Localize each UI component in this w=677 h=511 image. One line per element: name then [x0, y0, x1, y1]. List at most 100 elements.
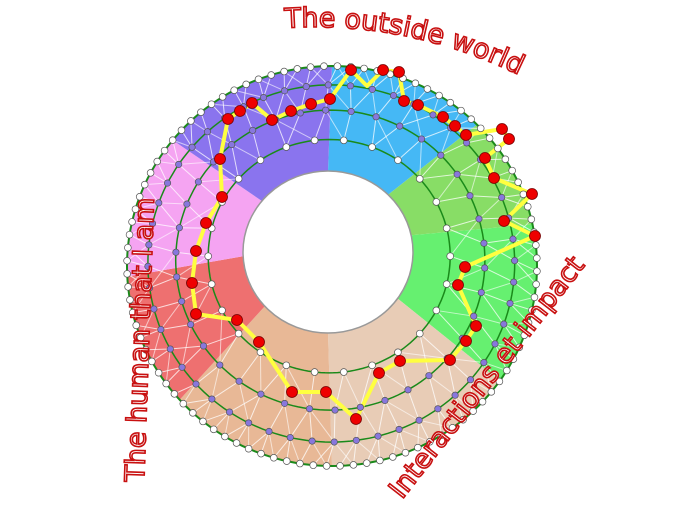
white-node	[310, 136, 319, 145]
mesh-edge	[203, 333, 239, 347]
mesh-edge	[219, 333, 240, 366]
white-node	[124, 283, 132, 291]
mesh-edge	[494, 343, 508, 371]
purple-node	[188, 143, 196, 151]
mesh-edge	[309, 408, 313, 442]
mesh-edge	[252, 130, 261, 161]
white-node	[136, 333, 145, 342]
mesh-edge	[419, 154, 442, 180]
purple-node	[510, 278, 518, 286]
mesh-edge	[508, 217, 532, 220]
white-node	[416, 175, 424, 183]
mesh-edge	[419, 173, 458, 180]
purple-node	[331, 406, 339, 414]
mesh-edge	[514, 244, 537, 262]
purple-node	[175, 160, 183, 168]
mesh-edge	[299, 440, 313, 464]
mesh-edge	[312, 441, 335, 466]
mesh-edge	[268, 403, 286, 432]
purple-node	[453, 170, 461, 178]
red-node	[200, 217, 212, 229]
mesh-edge	[483, 362, 500, 382]
purple-node	[157, 325, 165, 334]
white-node	[128, 308, 137, 317]
mesh-edge	[457, 173, 493, 179]
mesh-edge	[359, 365, 373, 408]
white-node	[154, 368, 163, 377]
mesh-edge	[144, 184, 160, 204]
mesh-edge	[397, 351, 448, 359]
mesh-edge	[229, 393, 262, 413]
mesh-edge	[170, 345, 204, 350]
white-node	[267, 71, 275, 79]
mesh-edge	[428, 375, 439, 409]
purple-node	[466, 192, 474, 200]
white-node	[414, 443, 422, 452]
mesh-edge	[148, 227, 180, 246]
mesh-edge	[469, 195, 502, 198]
purple-node	[280, 87, 289, 95]
red-node	[216, 191, 228, 203]
white-node	[126, 296, 134, 304]
purple-node	[437, 151, 445, 159]
mesh-edge	[310, 66, 329, 86]
mesh-edge	[149, 276, 177, 289]
red-node	[350, 413, 362, 425]
mesh-edge	[172, 140, 180, 165]
white-node	[528, 306, 536, 314]
mesh-edge	[147, 265, 177, 278]
mesh-edge	[377, 436, 381, 461]
mesh-edge	[213, 411, 230, 430]
path-nodes	[186, 64, 541, 425]
mesh-edge	[483, 362, 492, 392]
mesh-edge	[470, 379, 483, 402]
purple-node	[346, 82, 355, 90]
mesh-edge	[136, 324, 161, 330]
white-node	[187, 117, 195, 125]
mesh-edge	[437, 408, 442, 436]
red-node	[449, 120, 461, 132]
white-node	[524, 319, 533, 327]
mesh-edge	[399, 103, 415, 127]
red-node	[437, 111, 449, 123]
mesh-edge	[231, 144, 240, 179]
white-node	[242, 80, 250, 89]
mesh-edge	[275, 119, 315, 141]
mesh-edge	[283, 71, 307, 87]
mesh-edge	[393, 82, 416, 96]
purple-node	[286, 433, 294, 442]
sector-red	[127, 256, 265, 400]
white-node	[532, 241, 540, 249]
red-node	[373, 367, 385, 379]
mesh-edge	[470, 379, 474, 412]
sector-peach	[179, 306, 332, 466]
purple-node	[228, 141, 236, 149]
mesh-edge	[156, 161, 168, 184]
mesh-edge	[144, 182, 168, 186]
purple-node	[265, 427, 273, 436]
white-node	[520, 331, 529, 339]
white-node	[123, 270, 131, 278]
mesh-edge	[224, 422, 249, 437]
mesh-edge	[132, 287, 151, 313]
white-node	[128, 218, 136, 226]
mesh-edge	[371, 89, 377, 117]
purple-node	[511, 257, 519, 265]
purple-node	[203, 128, 212, 136]
purple-node	[451, 391, 459, 399]
white-node	[168, 136, 177, 144]
red-node	[398, 95, 410, 107]
white-node	[256, 156, 265, 164]
white-node	[494, 144, 502, 153]
mesh-edge	[419, 419, 453, 429]
mesh-edge	[126, 273, 150, 289]
white-node	[394, 156, 402, 164]
white-node	[360, 64, 368, 73]
red-node	[246, 97, 258, 109]
red-node	[503, 133, 515, 145]
white-node	[293, 65, 302, 73]
mesh-edge	[165, 366, 183, 384]
mesh-edge	[231, 144, 261, 161]
mesh-edge	[436, 309, 474, 317]
purple-node	[305, 405, 314, 413]
